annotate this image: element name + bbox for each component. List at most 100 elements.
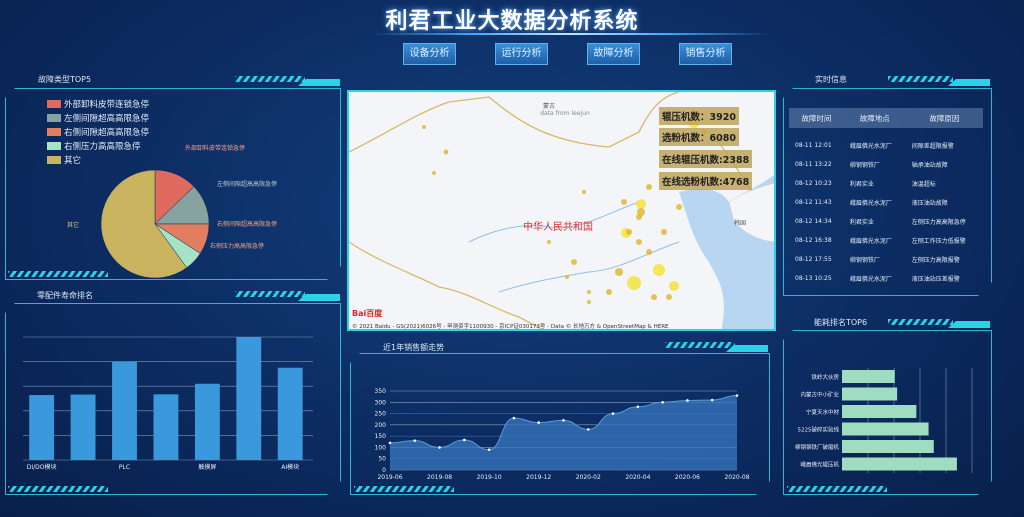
decor-bar	[948, 79, 990, 86]
data-point	[611, 412, 615, 415]
map-marker	[646, 249, 652, 255]
bar	[842, 440, 934, 453]
data-point	[537, 421, 541, 424]
decor-hatch	[8, 486, 108, 492]
y-tick-label: 200	[375, 422, 387, 429]
map-marker	[653, 264, 665, 276]
table-cell: 液压油站压差报警	[911, 276, 960, 283]
area-fill	[390, 395, 737, 470]
column-header: 故障地点	[843, 108, 906, 128]
decor-hatch	[665, 342, 735, 348]
table-cell: 峨眉佛光水泥厂	[849, 200, 892, 207]
table-cell: 利君实业	[849, 181, 874, 188]
y-tick-label: 150	[375, 433, 387, 440]
nav-sales-analysis[interactable]: 销售分析	[679, 43, 732, 65]
data-point	[463, 438, 466, 442]
table-row: 08-12 10:23 利君实业 油温超标	[789, 174, 983, 193]
y-tick-label: 50	[378, 456, 386, 463]
map-marker	[621, 199, 627, 205]
data-point	[686, 399, 689, 402]
column-header: 故障时间	[789, 108, 844, 128]
table-row: 08-12 11:43 峨眉佛光水泥厂 液压油站故障	[789, 193, 983, 212]
x-tick-label: PLC	[119, 464, 130, 471]
y-tick-label: 100	[375, 444, 387, 451]
table-cell: 峨眉佛光水泥厂	[849, 143, 892, 150]
x-tick-label: DI/DO模块	[27, 463, 57, 471]
x-tick-label: 触摸屏	[198, 463, 216, 471]
map-country-label: 中华人民共和国	[523, 220, 593, 233]
y-tick-label: 350	[375, 388, 387, 395]
decor-bar	[298, 79, 340, 86]
bar	[112, 361, 137, 460]
data-point	[438, 446, 441, 449]
table-cell: 柳钢钢铁厂	[849, 257, 880, 264]
sales-area-chart: 0 50 100 150 200 250 300 350 2019-06 2019-08 2019-…	[375, 388, 750, 481]
nav-operation-analysis[interactable]: 运行分析	[495, 43, 548, 65]
table-cell: 峨眉佛光水泥厂	[849, 238, 892, 245]
x-tick-label: 2019-10	[477, 474, 502, 481]
y-tick-label: 250	[375, 411, 387, 418]
map-marker	[651, 294, 657, 300]
map-marker	[669, 281, 679, 291]
bar	[277, 367, 303, 460]
data-point	[487, 448, 491, 451]
x-tick-label: 2019-06	[377, 474, 402, 481]
legend-item: 其它	[64, 155, 81, 166]
y-tick-label: 300	[375, 399, 387, 406]
pie-slice-label: 外部卸料皮带连锁急停	[185, 144, 245, 152]
y-tick-label: 5225破碎实验线	[798, 426, 840, 434]
legend-swatch	[47, 114, 61, 122]
stat-online-roller-press-count: 在线辊压机数:2388	[659, 150, 753, 168]
pie-slice-label: 其它	[67, 221, 79, 229]
bar	[842, 422, 929, 436]
map-marker	[571, 259, 577, 265]
table-row: 08-11 13:22 柳钢钢铁厂 轴承油站故障	[789, 155, 983, 174]
table-cell: 利君实业	[849, 219, 874, 226]
bar	[29, 395, 55, 460]
table-cell: 轴承油站故障	[911, 162, 948, 169]
pie-slice-label: 左侧间隙超高高限急停	[217, 180, 277, 188]
data-point	[710, 398, 714, 402]
x-tick-label: 2020-02	[576, 474, 601, 481]
map-marker	[582, 190, 586, 194]
decor-hatch	[354, 486, 454, 492]
map-marker	[636, 199, 646, 209]
decor-hatch	[235, 76, 305, 82]
map-canvas[interactable]: 中华人民共和国 蒙古 data from leejun 韩国 Bai百度 © 2…	[349, 92, 776, 331]
table-cell: 08-12 16:38	[795, 237, 832, 244]
map-view[interactable]: 中华人民共和国 蒙古 data from leejun 韩国 Bai百度 © 2…	[347, 90, 776, 331]
legend-item: 右侧压力高高限急停	[64, 141, 141, 152]
table-cell: 08-13 10:25	[795, 275, 832, 282]
table-cell: 间隙差超限报警	[911, 143, 954, 150]
map-marker	[443, 149, 449, 155]
map-marker	[587, 300, 591, 304]
pie-slice	[100, 169, 188, 279]
map-marker	[547, 240, 551, 244]
fault-panel	[5, 88, 341, 280]
map-marker	[636, 214, 642, 220]
decor-bar	[298, 294, 340, 301]
map-credit: data from leejun	[540, 110, 590, 117]
legend-swatch	[47, 128, 61, 136]
table-cell: 左侧压力高限报警	[911, 257, 960, 264]
x-tick-label: 2019-12	[526, 474, 551, 481]
table-row: 08-13 10:25 峨眉佛光水泥厂 液压油站压差报警	[789, 269, 983, 288]
decor-hatch	[888, 319, 953, 325]
nav-equipment-analysis[interactable]: 设备分析	[403, 43, 456, 65]
nav-fault-analysis[interactable]: 故障分析	[587, 43, 640, 65]
data-point	[661, 400, 664, 404]
data-point	[735, 394, 739, 397]
map-marker	[627, 276, 641, 290]
map-marker	[666, 294, 672, 300]
table-cell: 08-12 11:43	[795, 199, 832, 206]
decor-hatch	[235, 291, 305, 297]
bar	[842, 387, 898, 401]
map-marker	[587, 290, 591, 294]
legend-item: 外部卸料皮带连锁急停	[64, 99, 150, 110]
map-marker	[565, 275, 569, 279]
y-tick-label: 0	[382, 467, 386, 474]
bar	[194, 383, 220, 460]
stat-online-separator-count: 在线选粉机数:4768	[659, 172, 753, 190]
life-bar-chart: DI/DO模块 PLC 触摸屏 AI模块	[23, 336, 313, 471]
